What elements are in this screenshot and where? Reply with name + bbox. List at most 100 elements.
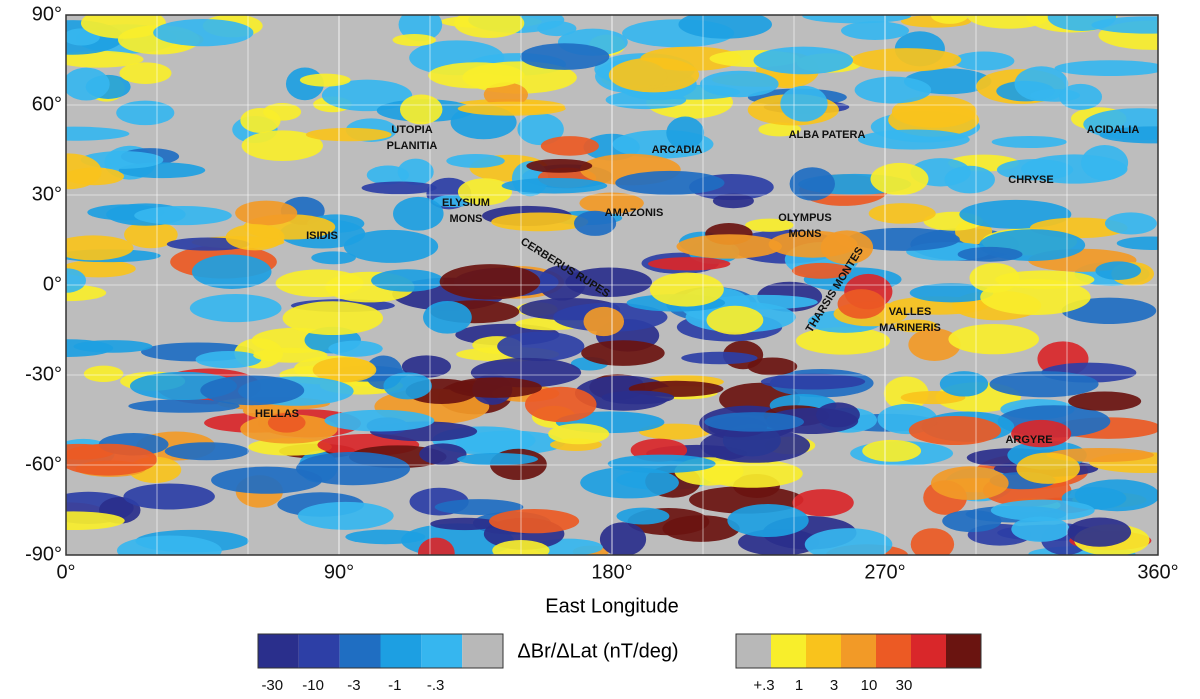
place-label: PLANITIA: [387, 140, 438, 152]
x-tick-label: 180°: [591, 561, 632, 583]
anomaly: [419, 443, 467, 465]
anomaly: [328, 340, 383, 357]
colorbar-swatch: [806, 634, 841, 668]
anomaly: [802, 15, 912, 24]
anomaly: [804, 528, 893, 555]
anomaly: [483, 82, 528, 107]
anomaly: [758, 122, 802, 137]
anomaly: [392, 33, 437, 47]
anomaly: [745, 218, 794, 232]
anomaly: [164, 442, 249, 461]
colorbar-swatch: [946, 634, 981, 668]
anomaly: [66, 50, 144, 68]
anomaly: [275, 269, 364, 298]
anomaly: [678, 15, 772, 39]
anomaly: [942, 509, 1002, 533]
anomaly: [501, 177, 608, 194]
anomaly: [430, 517, 500, 531]
anomaly: [574, 210, 617, 236]
anomaly: [312, 357, 377, 383]
anomaly: [795, 327, 891, 355]
colorbar-tick-label: 30: [896, 677, 913, 694]
anomaly: [449, 377, 542, 398]
y-tick-label: -90°: [25, 543, 62, 565]
anomaly: [1059, 83, 1103, 110]
anomaly: [225, 224, 285, 251]
anomaly: [648, 257, 731, 271]
anomaly: [1095, 261, 1142, 280]
place-label: ISIDIS: [306, 230, 338, 242]
colorbar-tick-label: 3: [830, 677, 838, 694]
anomaly: [599, 522, 647, 555]
anomaly: [548, 423, 610, 445]
colorbar-title: ΔBr/ΔLat (nT/deg): [517, 640, 678, 662]
anomaly: [900, 390, 966, 405]
place-label: ACIDALIA: [1087, 124, 1140, 136]
anomaly: [191, 254, 272, 290]
anomaly: [1054, 60, 1158, 77]
anomaly: [497, 331, 585, 362]
anomaly: [282, 301, 384, 336]
colorbar-tick-label: -1: [388, 677, 401, 694]
anomaly: [457, 101, 566, 116]
anomaly: [128, 399, 240, 413]
anomaly: [253, 347, 328, 363]
anomaly: [540, 136, 599, 156]
anomaly: [83, 365, 124, 383]
anomaly: [457, 453, 539, 466]
anomaly: [708, 294, 818, 310]
place-label: UTOPIA: [391, 124, 432, 136]
place-label: MONS: [789, 228, 822, 240]
y-tick-label: 0°: [43, 273, 62, 295]
place-label: ALBA PATERA: [789, 129, 866, 141]
anomaly: [66, 268, 87, 293]
colorbar-swatch: [421, 634, 463, 668]
anomaly: [583, 306, 625, 337]
anomaly: [66, 235, 134, 261]
anomaly: [706, 305, 764, 335]
anomaly: [712, 193, 754, 209]
anomaly: [891, 95, 977, 128]
place-label: MARINERIS: [879, 322, 941, 334]
anomaly: [704, 412, 805, 432]
anomaly: [538, 265, 586, 301]
anomaly: [66, 443, 158, 476]
colorbar-swatch: [380, 634, 422, 668]
colorbar-frame: [735, 633, 982, 669]
anomaly: [957, 246, 1023, 262]
anomaly: [816, 402, 860, 428]
anomaly: [73, 340, 153, 353]
y-tick-label: -60°: [25, 453, 62, 475]
anomaly: [119, 62, 172, 84]
colorbar-tick-label: 1: [795, 677, 803, 694]
anomaly: [649, 272, 724, 307]
anomaly: [948, 323, 1040, 355]
anomaly: [66, 259, 136, 278]
anomaly: [910, 528, 955, 555]
anomaly: [240, 107, 281, 133]
anomaly: [1046, 447, 1154, 463]
anomaly: [1081, 145, 1129, 181]
colorbar-tick-label: -10: [302, 677, 324, 694]
anomaly: [991, 135, 1067, 149]
anomaly: [837, 289, 886, 319]
anomaly: [930, 15, 969, 24]
anomaly: [989, 371, 1099, 398]
colorbar-frame: [257, 633, 504, 669]
colorbar-tick-label: -3: [347, 677, 360, 694]
place-label: ARCADIA: [652, 144, 703, 156]
anomaly: [780, 85, 828, 122]
anomaly: [123, 483, 215, 510]
anomaly: [428, 62, 525, 89]
anomaly: [311, 251, 356, 265]
anomaly: [854, 76, 932, 104]
anomaly: [324, 409, 435, 432]
anomaly: [1011, 516, 1070, 542]
anomaly: [189, 294, 282, 323]
anomaly: [537, 21, 577, 37]
place-label: MONS: [450, 213, 483, 225]
x-axis-label: East Longitude: [545, 595, 678, 617]
y-tick-label: 90°: [32, 3, 62, 25]
anomaly: [851, 48, 962, 72]
